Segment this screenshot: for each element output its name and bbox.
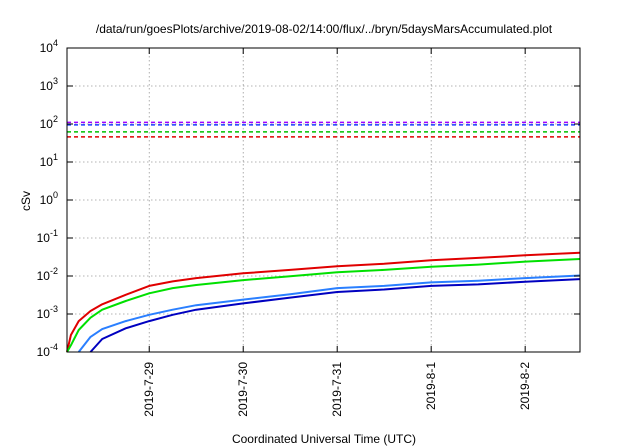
series-line bbox=[77, 274, 581, 353]
grid bbox=[67, 48, 580, 352]
y-tick-label: 10-2 bbox=[37, 266, 58, 283]
series-line bbox=[89, 278, 581, 353]
chart-title: /data/run/goesPlots/archive/2019-08-02/1… bbox=[96, 22, 553, 36]
series-line bbox=[66, 258, 581, 353]
x-tick-label: 2019-7-31 bbox=[330, 362, 344, 417]
x-tick-label: 2019-7-30 bbox=[236, 362, 250, 417]
y-tick-label: 104 bbox=[40, 38, 58, 55]
y-tick-label: 101 bbox=[40, 152, 58, 169]
y-axis-label: cSv bbox=[19, 191, 33, 211]
y-tick-label: 10-4 bbox=[37, 342, 58, 359]
y-tick-label: 102 bbox=[40, 114, 58, 131]
y-tick-label: 10-1 bbox=[37, 228, 58, 245]
x-tick-label: 2019-8-1 bbox=[424, 362, 438, 410]
y-tick-label: 100 bbox=[40, 190, 58, 207]
x-axis-ticks: 2019-7-29 2019-7-30 2019-7-31 2019-8-1 2019-… bbox=[142, 48, 532, 417]
series-lines bbox=[66, 251, 581, 353]
x-tick-label: 2019-7-29 bbox=[142, 362, 156, 417]
series-line bbox=[66, 251, 581, 353]
reference-lines bbox=[67, 121, 580, 138]
x-axis-label: Coordinated Universal Time (UTC) bbox=[232, 432, 416, 446]
y-tick-label: 10-3 bbox=[37, 304, 58, 321]
y-tick-label: 103 bbox=[40, 76, 58, 93]
x-tick-label: 2019-8-2 bbox=[518, 362, 532, 410]
